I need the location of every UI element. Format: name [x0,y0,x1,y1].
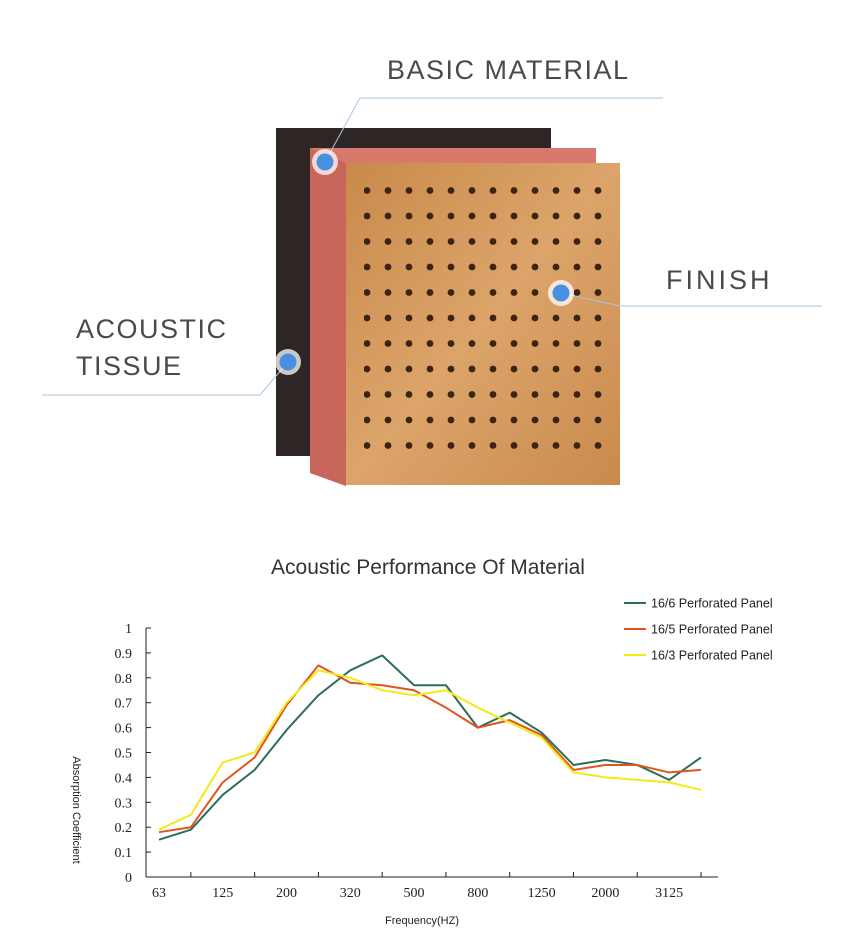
y-tick-label: 0.8 [115,672,133,687]
x-axis-label: Frequency(HZ) [385,915,459,927]
y-tick-label: 1 [125,622,132,637]
y-tick-label: 0.3 [115,796,133,811]
finish-dot [548,280,574,306]
x-tick-label: 200 [276,886,297,901]
y-tick-label: 0.5 [115,747,133,762]
series-line [158,654,702,841]
absorption-chart: Acoustic Performance Of Material Absorpt… [70,556,773,927]
x-tick-label: 1250 [528,886,556,901]
legend-label: 16/3 Perforated Panel [651,649,773,663]
y-tick-label: 0.6 [115,722,133,737]
legend-label: 16/6 Perforated Panel [651,597,773,611]
x-tick-label: 125 [212,886,233,901]
basic-material-edge [310,148,346,486]
y-axis-label: Absorption Coefficient [70,756,82,863]
perforation-holes [364,178,608,458]
x-tick-label: 2000 [591,886,619,901]
x-tick-label: 320 [340,886,361,901]
basic-material-label: BASIC MATERIAL [387,55,630,85]
basic-material-dot [312,149,338,175]
y-tick-label: 0.1 [115,846,133,861]
chart-title: Acoustic Performance Of Material [271,556,585,579]
x-tick-label: 800 [467,886,488,901]
x-tick-label: 3125 [655,886,683,901]
acoustic-tissue-label-line1: ACOUSTIC [76,314,228,344]
acoustic-tissue-label-line2: TISSUE [76,351,183,381]
x-tick-label: 63 [152,886,166,901]
y-tick-label: 0 [125,871,132,886]
finish-callout-line [560,292,822,307]
series-line [158,669,702,831]
acoustic-tissue-dot [275,349,301,375]
series-line [158,664,702,834]
y-tick-label: 0.2 [115,821,133,836]
y-tick-label: 0.9 [115,647,133,662]
y-tick-label: 0.4 [115,771,133,786]
basic-material-callout-line [324,97,663,163]
legend-label: 16/5 Perforated Panel [651,623,773,637]
panel-illustration [42,97,822,486]
finish-label: FINISH [666,265,773,295]
x-tick-label: 500 [404,886,425,901]
acoustic-tissue-callout-line [42,361,289,396]
y-tick-label: 0.7 [115,697,133,712]
